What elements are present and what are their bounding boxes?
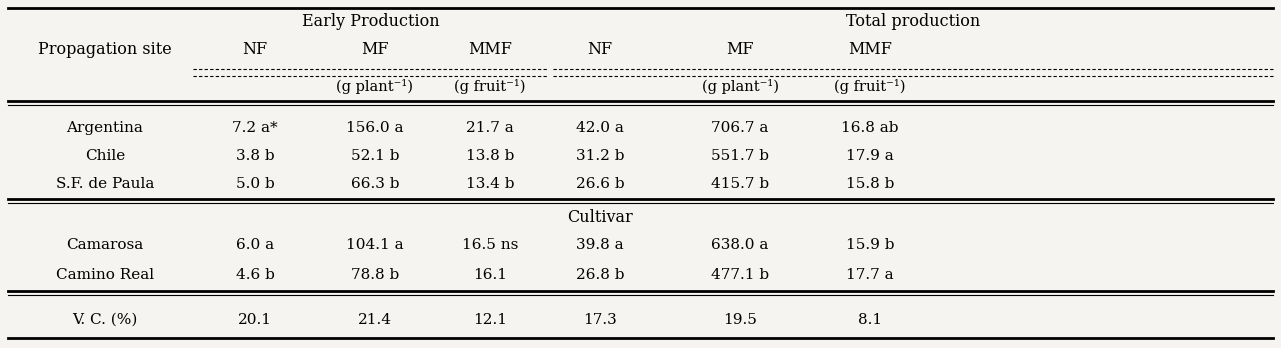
Text: Argentina: Argentina <box>67 121 143 135</box>
Text: Early Production: Early Production <box>302 14 439 31</box>
Text: 415.7 b: 415.7 b <box>711 177 769 191</box>
Text: 66.3 b: 66.3 b <box>351 177 400 191</box>
Text: 17.9 a: 17.9 a <box>847 149 894 163</box>
Text: MF: MF <box>726 40 753 57</box>
Text: NF: NF <box>242 40 268 57</box>
Text: 6.0 a: 6.0 a <box>236 238 274 252</box>
Text: 13.4 b: 13.4 b <box>466 177 514 191</box>
Text: Propagation site: Propagation site <box>38 40 172 57</box>
Text: (g fruit⁻¹): (g fruit⁻¹) <box>455 79 525 94</box>
Text: Total production: Total production <box>845 14 980 31</box>
Text: V. C. (%): V. C. (%) <box>72 313 137 327</box>
Text: 26.6 b: 26.6 b <box>575 177 624 191</box>
Text: 104.1 a: 104.1 a <box>346 238 404 252</box>
Text: (g plant⁻¹): (g plant⁻¹) <box>337 79 414 94</box>
Text: MF: MF <box>361 40 388 57</box>
Text: 477.1 b: 477.1 b <box>711 268 769 282</box>
Text: 78.8 b: 78.8 b <box>351 268 400 282</box>
Text: 156.0 a: 156.0 a <box>346 121 404 135</box>
Text: NF: NF <box>588 40 612 57</box>
Text: 19.5: 19.5 <box>722 313 757 327</box>
Text: MMF: MMF <box>848 40 892 57</box>
Text: 21.7 a: 21.7 a <box>466 121 514 135</box>
Text: 17.7 a: 17.7 a <box>847 268 894 282</box>
Text: (g plant⁻¹): (g plant⁻¹) <box>702 79 779 94</box>
Text: Chile: Chile <box>85 149 126 163</box>
Text: Camino Real: Camino Real <box>56 268 154 282</box>
Text: 8.1: 8.1 <box>858 313 883 327</box>
Text: 551.7 b: 551.7 b <box>711 149 769 163</box>
Text: Camarosa: Camarosa <box>67 238 143 252</box>
Text: MMF: MMF <box>468 40 512 57</box>
Text: 16.5 ns: 16.5 ns <box>462 238 519 252</box>
Text: 26.8 b: 26.8 b <box>575 268 624 282</box>
Text: 5.0 b: 5.0 b <box>236 177 274 191</box>
Text: 15.9 b: 15.9 b <box>845 238 894 252</box>
Text: 16.8 ab: 16.8 ab <box>842 121 899 135</box>
Text: 7.2 a*: 7.2 a* <box>232 121 278 135</box>
Text: (g fruit⁻¹): (g fruit⁻¹) <box>834 79 906 94</box>
Text: 21.4: 21.4 <box>357 313 392 327</box>
Text: 39.8 a: 39.8 a <box>576 238 624 252</box>
Text: 15.8 b: 15.8 b <box>845 177 894 191</box>
Text: Cultivar: Cultivar <box>567 209 633 227</box>
Text: 52.1 b: 52.1 b <box>351 149 400 163</box>
Text: 13.8 b: 13.8 b <box>466 149 514 163</box>
Text: 12.1: 12.1 <box>473 313 507 327</box>
Text: 706.7 a: 706.7 a <box>711 121 769 135</box>
Text: 20.1: 20.1 <box>238 313 272 327</box>
Text: 31.2 b: 31.2 b <box>575 149 624 163</box>
Text: 3.8 b: 3.8 b <box>236 149 274 163</box>
Text: 42.0 a: 42.0 a <box>576 121 624 135</box>
Text: 638.0 a: 638.0 a <box>711 238 769 252</box>
Text: 17.3: 17.3 <box>583 313 617 327</box>
Text: S.F. de Paula: S.F. de Paula <box>56 177 154 191</box>
Text: 16.1: 16.1 <box>473 268 507 282</box>
Text: 4.6 b: 4.6 b <box>236 268 274 282</box>
